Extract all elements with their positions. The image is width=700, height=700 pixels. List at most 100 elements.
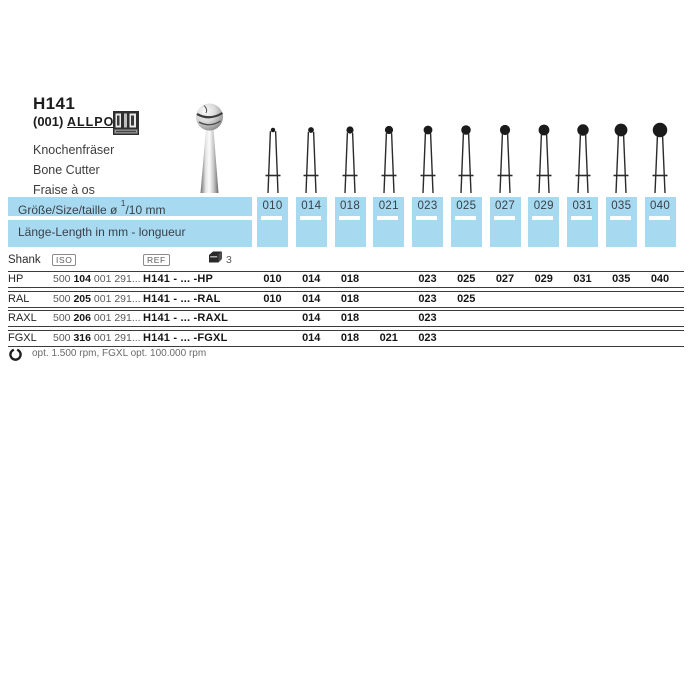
size-value: 031 <box>572 200 593 212</box>
product-name-en: Bone Cutter <box>33 163 100 177</box>
row-size-value: 010 <box>263 292 282 305</box>
size-fraction-rest: /10 mm <box>125 203 166 217</box>
package-quantity: 3 <box>226 254 232 266</box>
row-size-value: 010 <box>263 273 282 285</box>
row-size-value: 018 <box>340 312 360 324</box>
size-column-035: 035 <box>605 197 637 247</box>
size-value: 014 <box>301 200 322 212</box>
product-name-de: Knochenfräser <box>33 143 115 157</box>
size-value: 027 <box>494 200 516 212</box>
cell-separator <box>571 216 592 220</box>
row-size-value: 029 <box>534 273 553 285</box>
cell-separator <box>299 216 321 220</box>
cell-separator <box>377 216 399 220</box>
row-size-value: 025 <box>457 273 476 285</box>
shank-type: RAL <box>8 292 30 305</box>
cell-separator <box>493 216 515 220</box>
shank-type: FGXL <box>8 331 37 344</box>
row-size-value: 014 <box>302 273 321 285</box>
bur-size-icon-023 <box>420 125 435 194</box>
shank-type: HP <box>8 273 24 285</box>
package-icon <box>209 251 222 263</box>
bur-size-icon-027 <box>497 124 513 194</box>
product-header: H141 (001) ALLPORT Knochenfräser Bone Cu… <box>33 94 139 200</box>
bur-size-icon-025 <box>458 125 474 194</box>
bur-size-icon-010 <box>265 127 280 194</box>
size-value: 035 <box>611 200 632 212</box>
cell-separator <box>416 216 437 220</box>
row-size-value: 025 <box>457 292 476 305</box>
row-size-value: 021 <box>379 331 398 344</box>
row-size-value: 027 <box>495 273 515 285</box>
size-fraction-sup: 1 <box>120 198 126 208</box>
band-separator <box>8 216 252 220</box>
row-size-value: 035 <box>612 273 631 285</box>
row-size-value: 023 <box>418 312 437 324</box>
table-row-FGXL: FGXL 500 316 001 291... H141 - ... -FGXL 01… <box>8 329 684 347</box>
bur-size-icon-029 <box>536 124 552 194</box>
product-code: H141 <box>33 94 76 113</box>
cell-separator <box>609 216 631 220</box>
shank-type: RAXL <box>8 312 37 324</box>
table-row-HP: HP 500 104 001 291... H141 - ... -HP 010 014… <box>8 271 684 288</box>
bur-size-icon-018 <box>342 126 358 194</box>
size-column-010: 010 <box>257 197 288 247</box>
allport-stamp-icon <box>113 111 139 135</box>
ref-code: H141 - ... -HP <box>143 273 214 285</box>
size-column-014: 014 <box>295 197 327 247</box>
iso-label: ISO <box>52 254 77 266</box>
size-column-029: 029 <box>528 197 560 247</box>
row-size-value: 014 <box>302 312 321 324</box>
size-value: 023 <box>417 200 438 212</box>
cell-separator <box>261 216 282 220</box>
row-size-value: 018 <box>340 273 360 285</box>
iso-number: 500 104 001 291... <box>53 273 141 285</box>
size-row-label: Größe/Size/taille ø 1/10 mm <box>18 198 166 217</box>
table-row-RAXL: RAXL 500 206 001 291... H141 - ... -RAXL 01… <box>8 310 684 327</box>
iso-number: 500 206 001 291... <box>53 312 141 324</box>
row-size-value: 023 <box>418 292 437 305</box>
row-size-value: 023 <box>418 331 437 344</box>
size-value: 010 <box>262 200 283 212</box>
size-value: 029 <box>533 200 554 212</box>
bur-size-icon-021 <box>381 125 397 194</box>
row-size-value: 018 <box>340 331 360 344</box>
product-names: Knochenfräser Bone Cutter Fraise à os <box>33 140 133 200</box>
bur-size-icon-035 <box>613 123 629 194</box>
ref-code: H141 - ... -FGXL <box>143 331 228 344</box>
size-value: 040 <box>649 200 671 212</box>
bur-size-icon-040 <box>652 122 668 194</box>
table-header: Shank ISO REF 3 <box>8 251 684 268</box>
size-column-027: 027 <box>489 197 521 247</box>
ref-label: REF <box>143 254 170 266</box>
length-row-label: Länge-Length in mm - longueur <box>18 225 186 239</box>
row-size-value: 018 <box>340 292 360 305</box>
shank-column-label: Shank <box>8 254 41 266</box>
row-size-value: 014 <box>302 331 321 344</box>
footnote-text: opt. 1.500 rpm, FGXL opt. 100.000 rpm <box>32 348 207 359</box>
row-size-value: 023 <box>418 273 437 285</box>
bur-photo-illustration <box>196 103 224 193</box>
product-variant: (001) <box>33 114 64 129</box>
iso-number: 500 205 001 291... <box>53 292 141 305</box>
size-band-labels: Größe/Size/taille ø 1/10 mm Länge-Length… <box>8 197 252 247</box>
size-value: 025 <box>456 200 477 212</box>
table-row-RAL: RAL 500 205 001 291... H141 - ... -RAL 010 0… <box>8 290 684 308</box>
row-size-value: 014 <box>302 292 321 305</box>
iso-number: 500 316 001 291... <box>53 331 141 344</box>
bur-size-icon-031 <box>575 124 590 194</box>
size-label-text: Größe/Size/taille ø <box>18 203 121 217</box>
size-column-018: 018 <box>334 197 366 247</box>
size-column-025: 025 <box>450 197 482 247</box>
size-column-021: 021 <box>373 197 405 247</box>
ref-code: H141 - ... -RAL <box>143 292 221 305</box>
size-column-023: 023 <box>412 197 443 247</box>
size-column-040: 040 <box>644 197 676 247</box>
cell-separator <box>532 216 554 220</box>
row-size-value: 040 <box>650 273 670 285</box>
ref-code: H141 - ... -RAXL <box>143 312 229 324</box>
cell-separator <box>648 216 670 220</box>
rotation-speed-icon <box>9 348 22 361</box>
size-value: 021 <box>378 200 399 212</box>
